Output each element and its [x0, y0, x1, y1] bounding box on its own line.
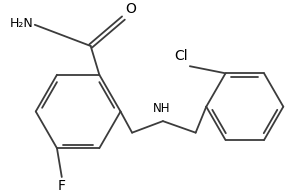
Text: Cl: Cl: [174, 49, 188, 63]
Text: NH: NH: [153, 102, 171, 115]
Text: O: O: [125, 2, 136, 16]
Text: F: F: [58, 179, 66, 193]
Text: H₂N: H₂N: [10, 17, 34, 30]
